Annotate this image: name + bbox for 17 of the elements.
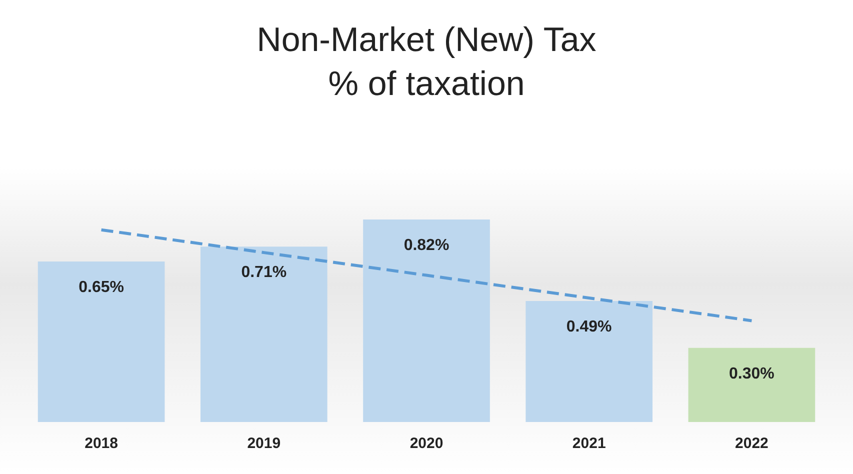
- bar: [526, 300, 653, 422]
- x-tick-label: 2019: [247, 435, 281, 452]
- bar: [688, 348, 816, 422]
- data-label: 0.65%: [78, 278, 124, 296]
- chart-title: Non-Market (New) Tax: [256, 21, 596, 59]
- x-tick-label: 2021: [572, 435, 606, 452]
- chart-subtitle: % of taxation: [328, 65, 525, 103]
- bar: [38, 261, 165, 422]
- data-label: 0.30%: [729, 365, 774, 382]
- data-label: 0.82%: [404, 236, 450, 254]
- x-tick-label: 2022: [735, 435, 768, 452]
- data-label: 0.71%: [241, 264, 287, 282]
- bar: [200, 246, 328, 422]
- bar: [363, 219, 490, 422]
- x-tick-label: 2020: [410, 435, 444, 452]
- data-label: 0.49%: [566, 318, 612, 336]
- x-tick-label: 2018: [84, 435, 118, 452]
